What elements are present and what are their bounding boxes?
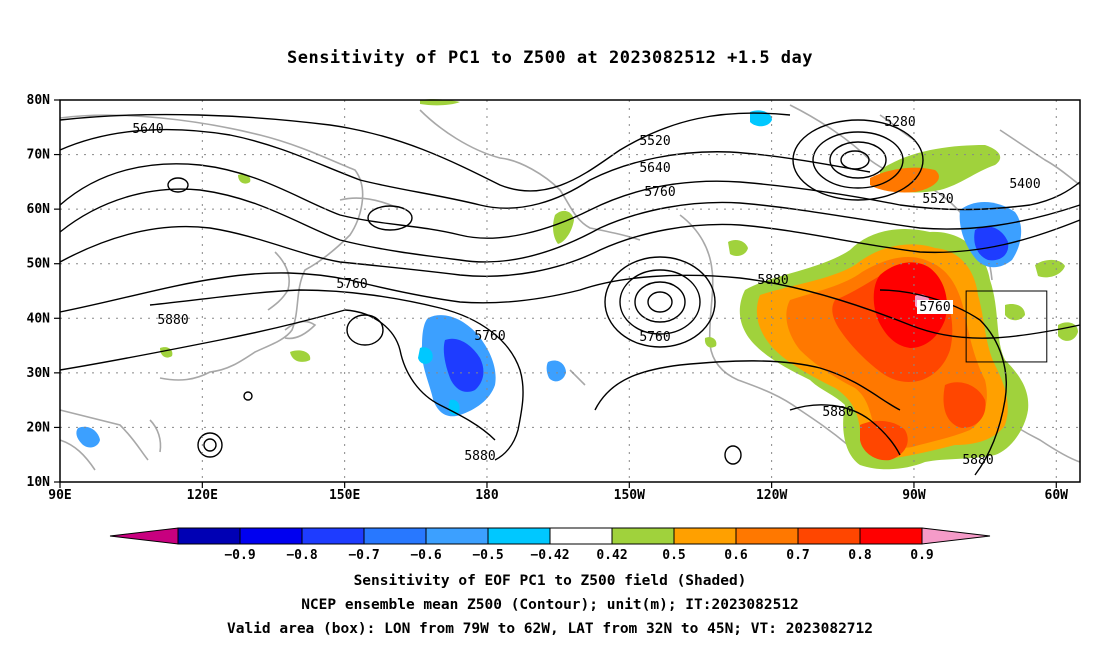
colorbar-label: 0.8 [848, 548, 872, 563]
lat-tick-label: 70N [27, 148, 51, 163]
shade-baja-green [704, 337, 717, 348]
lon-tick-label: 60W [1045, 488, 1069, 503]
shade-asia-green-2 [160, 347, 173, 358]
contour-label: 5280 [884, 115, 915, 130]
colorbar-label: −0.6 [410, 548, 441, 563]
colorbar-label: 0.9 [910, 548, 933, 563]
colorbar-label: −0.7 [348, 548, 379, 563]
lon-tick-label: 150E [329, 488, 360, 503]
shade-japan-green [290, 350, 311, 362]
contour-label: 5760 [644, 185, 675, 200]
lon-tick-label: 120E [187, 488, 218, 503]
colorbar-label: −0.42 [530, 548, 569, 563]
footer-line-3: Valid area (box): LON from 79W to 62W, L… [226, 621, 873, 637]
colorbar-segment [673, 527, 737, 545]
lat-axis: 80N 70N 60N 50N 40N 30N 20N 10N [27, 93, 60, 490]
lon-axis: 90E 120E 150E 180 150W 120W 90W 60W [48, 482, 1068, 503]
lat-tick-label: 20N [27, 420, 51, 435]
z500-contours [59, 112, 1081, 476]
colorbar-label: −0.8 [286, 548, 317, 563]
sensitivity-shading [76, 99, 1078, 470]
contour-label: 5520 [922, 192, 953, 207]
shade-asia-green [238, 173, 251, 184]
contour-label: 5760 [336, 277, 367, 292]
colorbar-segment [301, 527, 365, 545]
colorbar-segment [549, 527, 613, 545]
colorbar-label: 0.5 [662, 548, 685, 563]
colorbar-segment [611, 527, 675, 545]
colorbar-segment [177, 527, 241, 545]
shade-canada-blue-dark [974, 226, 1009, 261]
contour-label: 5880 [822, 405, 853, 420]
shade-hawaii-cyan [546, 360, 566, 382]
shade-alaska-green [553, 210, 574, 244]
colorbar-segment [735, 527, 799, 545]
contour-label: 5880 [757, 273, 788, 288]
shade-atlantic-green-3 [1005, 304, 1025, 321]
shade-pacific-blue-dark [443, 338, 484, 392]
colorbar-segment [797, 527, 861, 545]
colorbar-segment [425, 527, 489, 545]
shade-pacific-blue-cyan [418, 347, 460, 416]
lat-tick-label: 50N [27, 257, 51, 272]
colorbar-arrow-left [109, 527, 179, 545]
lon-tick-label: 90W [902, 488, 926, 503]
lat-tick-label: 40N [27, 311, 51, 326]
colorbar-segment [859, 527, 923, 545]
contour-label: 5880 [962, 453, 993, 468]
lat-tick-label: 30N [27, 366, 51, 381]
lon-tick-label: 90E [48, 488, 71, 503]
lat-tick-label: 80N [27, 93, 51, 108]
footer-line-1: Sensitivity of EOF PC1 to Z500 field (Sh… [353, 573, 747, 589]
shade-atlantic-green [1035, 259, 1065, 278]
shade-region-0.9 [873, 262, 947, 348]
colorbar-label: −0.9 [224, 548, 255, 563]
colorbar-segment [239, 527, 303, 545]
map-frame [59, 99, 1081, 483]
gridlines [60, 100, 1080, 482]
shade-south-red [860, 420, 908, 461]
valid-area-box [965, 290, 1048, 363]
colorbar: −0.9 −0.8 −0.7 −0.6 −0.5 −0.42 0.42 0.5 0.6 0.7 0.… [109, 527, 991, 563]
contour-label: 5640 [639, 161, 670, 176]
colorbar-segment [487, 527, 551, 545]
shade-atlantic-green-2 [1058, 322, 1078, 341]
colorbar-arrow-right [921, 527, 991, 545]
contour-label: 5880 [464, 449, 495, 464]
shade-india-cyan [76, 426, 100, 448]
shade-east-red [943, 382, 986, 428]
lon-tick-label: 180 [475, 488, 499, 503]
contour-labels: 5640 5520 5640 5760 5280 5400 5520 5880 5760 5880… [132, 115, 1040, 468]
colorbar-label: 0.6 [724, 548, 748, 563]
map-title: Sensitivity of PC1 to Z500 at 2023082512… [286, 48, 813, 68]
colorbar-label: −0.5 [472, 548, 503, 563]
shade-rockies-green [728, 240, 748, 256]
footer-line-2: NCEP ensemble mean Z500 (Contour); unit(… [301, 597, 799, 613]
colorbar-label: 0.42 [596, 548, 627, 563]
contour-label: 5400 [1009, 177, 1040, 192]
lon-tick-label: 150W [614, 488, 645, 503]
contour-label: 5520 [639, 134, 670, 149]
contour-label: 5760 [474, 329, 505, 344]
contour-label: 5880 [157, 313, 188, 328]
shade-north-orange [870, 167, 939, 193]
lon-tick-label: 120W [756, 488, 787, 503]
colorbar-segment [363, 527, 427, 545]
contour-label: 5760 [919, 300, 950, 315]
colorbar-label: 0.7 [786, 548, 809, 563]
contour-label-bg [917, 300, 953, 314]
contour-label: 5640 [132, 122, 163, 137]
shade-hudson-cyan [750, 110, 772, 127]
lat-tick-label: 10N [27, 475, 51, 490]
contour-label: 5760 [639, 330, 670, 345]
lat-tick-label: 60N [27, 202, 51, 217]
